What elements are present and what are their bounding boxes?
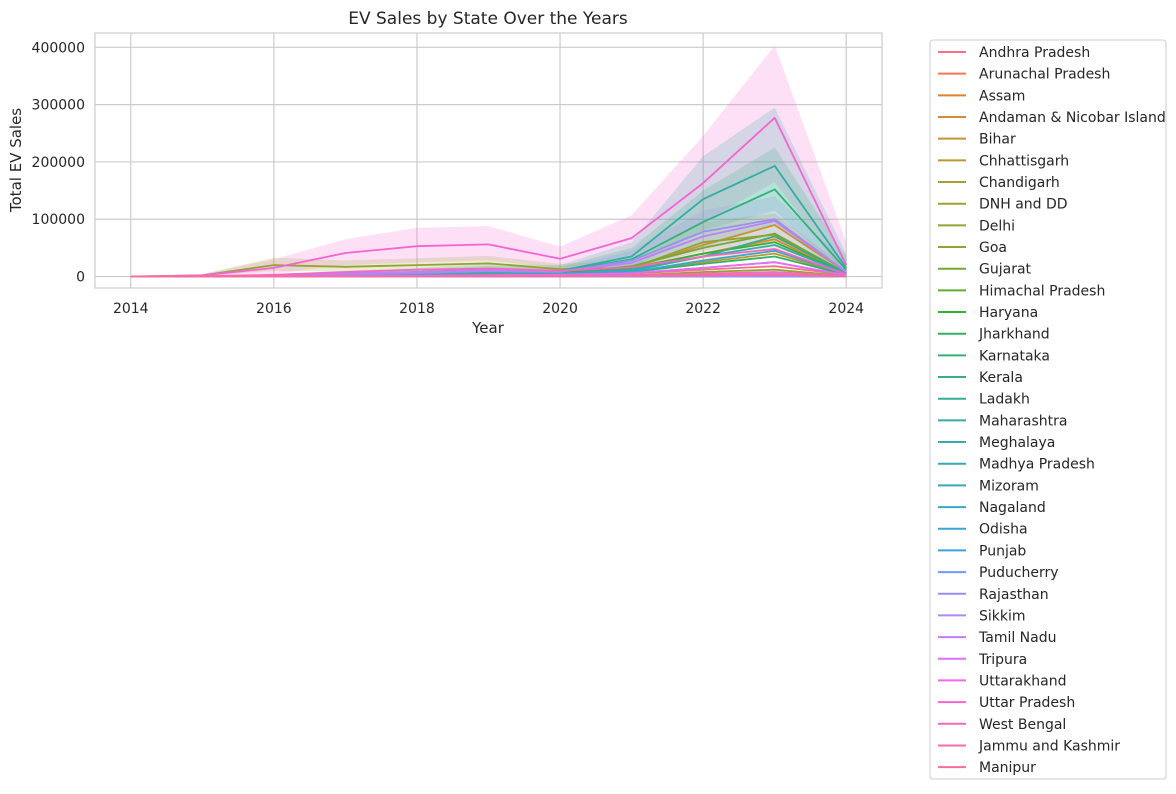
x-tick-label: 2020	[542, 301, 578, 317]
legend-label: Odisha	[979, 522, 1028, 538]
legend-label: Sikkim	[979, 608, 1026, 624]
legend-label: Jammu and Kashmir	[978, 738, 1120, 754]
legend-label: Assam	[979, 88, 1025, 104]
legend-label: Kerala	[979, 370, 1023, 386]
legend-label: Gujarat	[979, 262, 1032, 278]
legend-label: Chandigarh	[979, 175, 1060, 191]
legend-label: Himachal Pradesh	[979, 283, 1105, 299]
x-tick-label: 2022	[685, 301, 721, 317]
legend-label: Chhattisgarh	[979, 153, 1069, 169]
x-tick-label: 2014	[113, 301, 149, 317]
legend-label: Karnataka	[979, 348, 1050, 364]
legend-label: Nagaland	[979, 500, 1046, 516]
legend-label: Jharkhand	[978, 327, 1050, 343]
legend-label: Delhi	[979, 218, 1015, 234]
x-tick-label: 2018	[399, 301, 435, 317]
legend-label: Punjab	[979, 543, 1026, 559]
legend-label: Goa	[979, 240, 1007, 256]
chart-title: EV Sales by State Over the Years	[348, 9, 628, 29]
legend-label: Madhya Pradesh	[979, 457, 1095, 473]
y-tick-label: 300000	[32, 98, 85, 114]
legend-label: Puducherry	[979, 565, 1059, 581]
legend-label: West Bengal	[979, 717, 1066, 733]
legend-label: Manipur	[979, 760, 1036, 776]
y-tick-label: 100000	[32, 212, 85, 228]
legend-label: Haryana	[979, 305, 1038, 321]
legend-label: Rajasthan	[979, 587, 1049, 603]
y-tick-label: 200000	[32, 155, 85, 171]
legend-label: Andhra Pradesh	[979, 45, 1090, 61]
legend-label: Mizoram	[979, 478, 1039, 494]
legend-label: Ladakh	[979, 392, 1030, 408]
x-axis-label: Year	[471, 319, 505, 337]
y-tick-label: 400000	[32, 40, 85, 56]
legend-label: Bihar	[979, 132, 1016, 148]
legend-label: Uttarakhand	[979, 673, 1066, 689]
legend-box	[930, 40, 1166, 779]
legend-label: Maharashtra	[979, 413, 1067, 429]
legend-label: Arunachal Pradesh	[979, 67, 1110, 83]
legend-label: Andaman & Nicobar Island	[979, 110, 1166, 126]
y-axis-label: Total EV Sales	[7, 108, 25, 213]
legend-label: Tripura	[978, 652, 1027, 668]
y-tick-label: 0	[76, 270, 85, 286]
x-tick-label: 2016	[256, 301, 292, 317]
x-tick-label: 2024	[828, 301, 864, 317]
legend-label: Uttar Pradesh	[979, 695, 1075, 711]
legend-label: DNH and DD	[979, 197, 1068, 213]
legend-label: Meghalaya	[979, 435, 1055, 451]
legend-label: Tamil Nadu	[978, 630, 1057, 646]
